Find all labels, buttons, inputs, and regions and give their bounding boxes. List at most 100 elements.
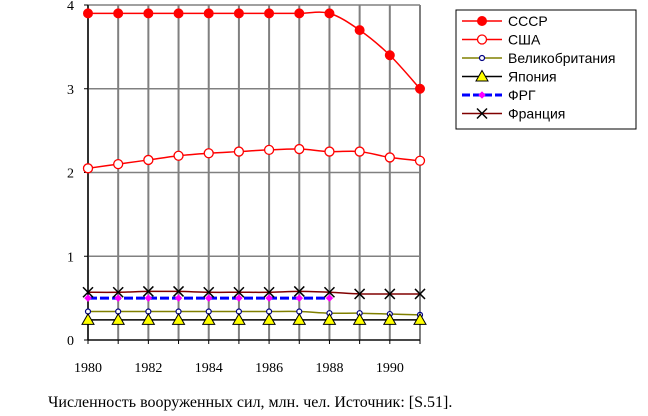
series-0-point <box>173 8 184 19</box>
series-3-point <box>262 312 276 325</box>
legend-swatch-marker <box>477 16 487 26</box>
series-0-point <box>83 8 93 19</box>
series-1-point <box>324 146 335 157</box>
x-tick-label: 1990 <box>376 361 404 376</box>
series-2-line <box>88 310 421 316</box>
series-1-point <box>173 150 184 161</box>
x-tick-label: 1988 <box>315 361 343 376</box>
series-0-line <box>88 11 421 90</box>
series-5-point <box>384 288 396 300</box>
series-4-point <box>144 294 153 302</box>
y-tick-label: 3 <box>67 83 74 98</box>
y-tick-label: 2 <box>67 167 74 182</box>
series-5-point <box>112 286 124 298</box>
series-5-point <box>293 285 305 297</box>
series-1-point <box>82 163 94 174</box>
series-5-point <box>354 288 366 300</box>
y-tick-label: 0 <box>67 334 74 349</box>
series-4 <box>84 294 334 302</box>
legend-swatch-marker <box>478 54 486 62</box>
series-0-point <box>415 83 425 94</box>
legend-label: Япония <box>508 69 557 85</box>
series-1-point <box>263 144 275 156</box>
series-3-point <box>111 312 126 325</box>
series-4-point <box>114 294 123 302</box>
series-1-point <box>113 158 124 170</box>
legend-item: СССР <box>462 13 548 29</box>
series-3 <box>81 312 427 325</box>
series-1-line <box>87 148 421 170</box>
legend-label: СССР <box>508 13 548 29</box>
y-tick-label: 4 <box>67 0 74 14</box>
legend-label: США <box>508 32 541 48</box>
legend-label: Великобритания <box>508 50 616 66</box>
legend-swatch-marker <box>476 107 488 120</box>
series-0-point <box>233 8 244 19</box>
series-3-point <box>292 312 307 325</box>
legend-label: Франция <box>508 106 565 122</box>
series-3-point <box>322 312 337 325</box>
legend: СССР США Великобритания Япония ФРГ Франция <box>455 9 637 130</box>
x-tick-label: 1980 <box>74 361 102 376</box>
y-tick-label: 1 <box>67 250 74 265</box>
series-3-point <box>232 312 246 325</box>
series-0-point <box>384 50 395 61</box>
series-0 <box>83 8 425 94</box>
series-0-point <box>143 8 154 19</box>
series-4-point <box>325 294 334 302</box>
series-1-point <box>233 146 245 157</box>
series-1-point <box>384 152 395 163</box>
series-3-point <box>382 312 397 325</box>
series-4-point <box>204 294 213 302</box>
series-3-point <box>352 312 367 325</box>
series-0-point <box>203 8 214 19</box>
series-5-point <box>263 286 275 298</box>
series-2 <box>84 308 424 318</box>
series-5-point <box>173 285 185 297</box>
series-3-point <box>201 312 216 325</box>
legend-swatch-marker <box>475 69 489 82</box>
legend-item: США <box>462 32 541 48</box>
legend-item: Великобритания <box>462 50 616 66</box>
x-tick-label: 1986 <box>255 361 283 376</box>
series-0-point <box>294 8 305 19</box>
series-5-point <box>142 285 154 297</box>
series-5-point <box>414 288 426 300</box>
legend-swatch-marker <box>478 91 486 99</box>
series-1 <box>82 143 426 174</box>
series-3-point <box>171 312 186 325</box>
series-1-point <box>354 146 365 157</box>
series-1-point <box>203 148 214 159</box>
x-tick-label: 1984 <box>195 361 223 376</box>
series-5-point <box>82 286 94 298</box>
series-1-point <box>414 155 426 166</box>
series-4-point <box>174 294 183 302</box>
legend-item: ФРГ <box>462 87 536 103</box>
series-0-point <box>113 8 124 19</box>
series-4-point <box>265 294 273 302</box>
legend-item: Франция <box>462 106 565 122</box>
series-5 <box>82 285 426 300</box>
series-5-line <box>87 290 420 295</box>
series-0-point <box>324 8 335 19</box>
legend-swatch-marker <box>476 34 488 45</box>
series-0-point <box>354 25 365 36</box>
series-1-point <box>143 154 154 166</box>
series-0-point <box>264 8 275 19</box>
series-4-point <box>84 294 92 302</box>
chart-caption: Численность вооруженных сил, млн. чел. И… <box>48 394 453 411</box>
series-3-point <box>413 312 427 325</box>
series-3-point <box>141 312 156 325</box>
series-4-point <box>235 294 243 302</box>
x-tick-label: 1982 <box>134 361 162 376</box>
series-1-point <box>294 143 305 155</box>
legend-item: Япония <box>462 69 557 85</box>
series-5-point <box>233 286 245 298</box>
plot-area: 0 1 2 3 4 1980 1982 1984 1986 1988 1990 <box>67 0 427 376</box>
series-3-point <box>81 312 95 325</box>
series-4-point <box>295 294 304 302</box>
series-5-point <box>323 286 335 298</box>
legend-label: ФРГ <box>508 87 536 103</box>
series-5-point <box>203 286 215 298</box>
